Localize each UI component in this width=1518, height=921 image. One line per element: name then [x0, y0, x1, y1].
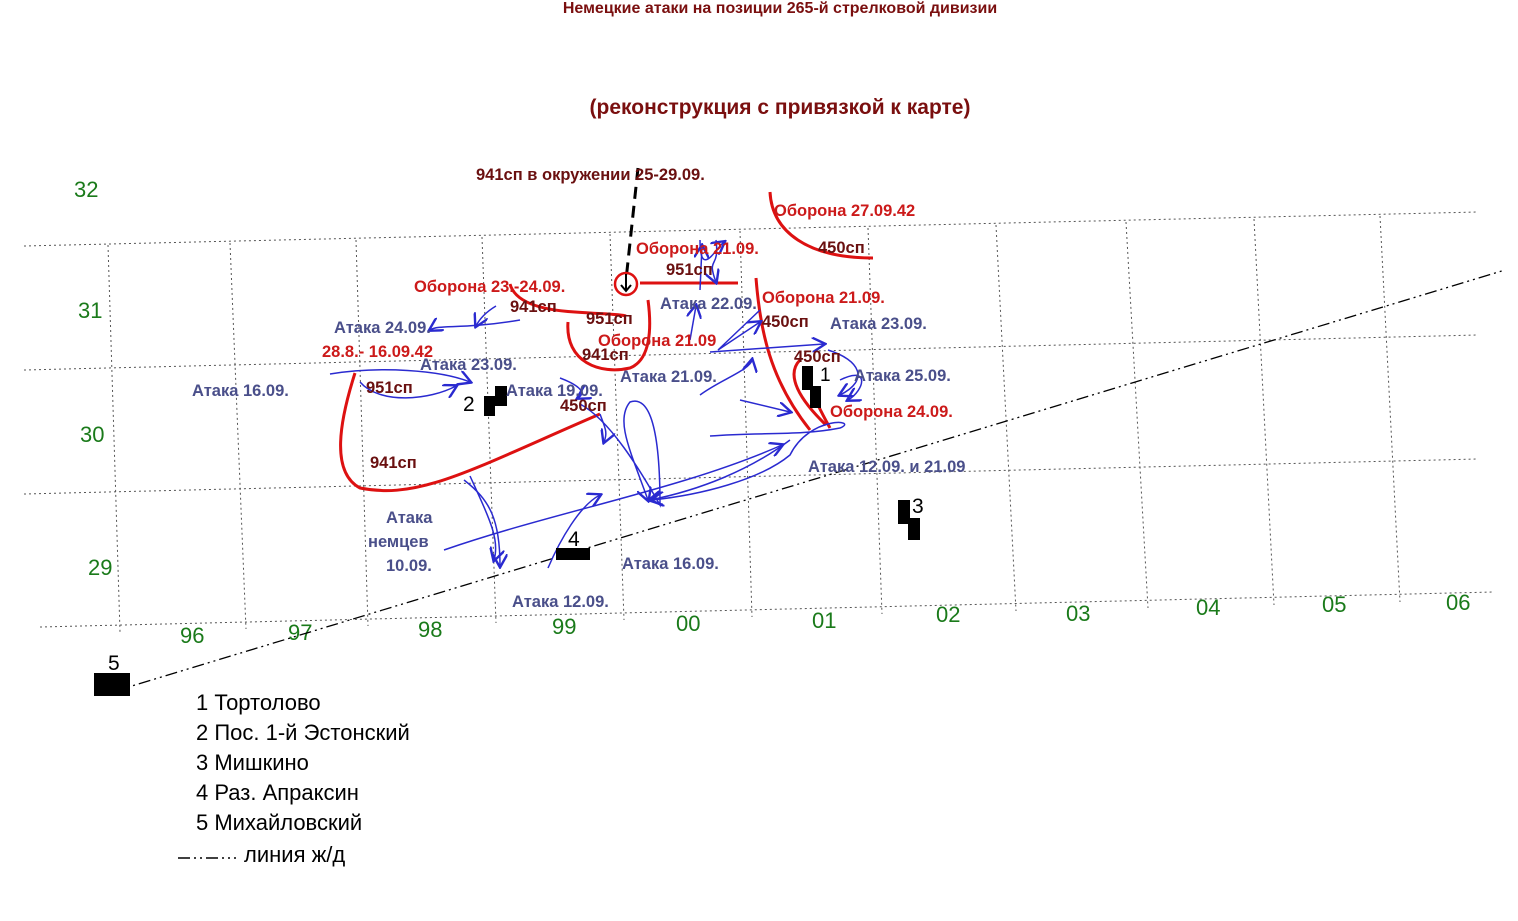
defense-line-21-09-right	[754, 277, 812, 431]
label-unit-951-b: 951сп	[586, 310, 633, 328]
legend-item-5: 5 Михайловский	[196, 810, 363, 835]
label-defense-23-24-09: Оборона 23.-24.09.	[414, 278, 565, 296]
grid-col-02: 02	[936, 602, 960, 627]
label-encircled: 941сп в окружении 25-29.09.	[476, 166, 705, 184]
encirclement-circle	[613, 271, 639, 297]
label-attack-12-09: Атака 12.09.	[512, 593, 609, 611]
grid-col-03: 03	[1066, 601, 1090, 626]
grid-col-04: 04	[1196, 595, 1220, 620]
grid-col-06: 06	[1446, 590, 1470, 615]
settlement-2-number: 2	[463, 393, 475, 416]
label-defense-24-09: Оборона 24.09.	[830, 403, 953, 421]
label-unit-941-c: 941сп	[370, 454, 417, 472]
attack-arrows	[329, 240, 863, 568]
label-unit-941-a: 941сп	[510, 298, 557, 316]
label-unit-450-d: 450сп	[560, 397, 607, 415]
grid-col-98: 98	[418, 617, 442, 642]
legend-item-4: 4 Раз. Апраксин	[196, 780, 359, 805]
label-attack-24-09: Атака 24.09.	[334, 319, 431, 337]
defense-line-941-inner	[566, 299, 652, 372]
defense-line-23-24-09	[508, 283, 627, 318]
label-unit-450-a: 450сп	[818, 239, 865, 257]
railway-line	[111, 269, 1506, 693]
grid-col-96: 96	[180, 623, 204, 648]
grid-row-31: 31	[78, 298, 102, 323]
label-defense-21-09-c: Оборона 21.09	[598, 332, 716, 350]
label-attack-25-09: Атака 25.09.	[854, 367, 951, 385]
settlement-markers	[94, 366, 920, 696]
label-attack-21-09: Атака 21.09.	[620, 368, 717, 386]
grid-col-05: 05	[1322, 592, 1346, 617]
defense-lines	[339, 191, 874, 493]
grid-col-99: 99	[552, 614, 576, 639]
legend-item-3: 3 Мишкино	[196, 750, 309, 775]
label-unit-450-b: 450сп	[762, 313, 809, 331]
label-unit-941-b: 941сп	[582, 346, 629, 364]
label-attack-12-21-09: Атака 12.09. и 21.09	[808, 458, 965, 476]
settlement-5-marker	[94, 673, 130, 696]
legend-item-2: 2 Пос. 1-й Эстонский	[196, 720, 410, 745]
label-attack-germans-2: немцев	[368, 533, 429, 551]
label-period: 28.8.- 16.09.42	[322, 343, 433, 361]
label-attack-22-09: Атака 22.09.	[660, 295, 757, 313]
grid-row-29: 29	[88, 555, 112, 580]
label-defense-21-09-b: Оборона 21.09.	[762, 289, 885, 307]
label-attack-germans-3: 10.09.	[386, 557, 432, 575]
grid-col-00: 00	[676, 611, 700, 636]
label-defense-21-09-a: Оборона 21.09.	[636, 240, 759, 258]
settlement-1-number: 1	[820, 365, 831, 386]
label-attack-19-09: Атака 19.09.	[506, 382, 603, 400]
label-unit-951-a: 951сп	[666, 261, 713, 279]
settlement-4-number: 4	[568, 528, 580, 551]
defense-line-941-outer	[339, 372, 601, 493]
grid-row-30: 30	[80, 422, 104, 447]
map-subtitle: (реконструкция с привязкой к карте)	[589, 96, 971, 119]
label-attack-16-09-b: Атака 16.09.	[622, 555, 719, 573]
defense-line-24-09	[792, 358, 828, 427]
settlement-5-number: 5	[108, 652, 120, 675]
label-attack-germans-1: Атака	[386, 509, 433, 527]
encirclement-arrow	[624, 167, 640, 281]
settlement-2-marker	[484, 396, 495, 416]
map-title: Немецкие атаки на позиции 265-й стрелков…	[562, 0, 998, 17]
label-attack-23-09-b: Атака 23.09.	[420, 356, 517, 374]
settlement-1-marker	[802, 366, 813, 390]
label-defense-27-09: Оборона 27.09.42	[774, 202, 915, 220]
map-grid	[23, 211, 1494, 633]
label-attack-16-09-a: Атака 16.09.	[192, 382, 289, 400]
label-attack-23-09-a: Атака 23.09.	[830, 315, 927, 333]
label-unit-951-c: 951сп	[366, 379, 413, 397]
label-unit-450-c: 450сп	[794, 348, 841, 366]
legend-item-1: 1 Тортолово	[196, 690, 321, 715]
grid-col-01: 01	[812, 608, 836, 633]
grid-row-32: 32	[74, 177, 98, 202]
settlement-4-marker	[556, 548, 590, 560]
defense-line-27-09	[768, 191, 874, 260]
legend-item-railway: линия ж/д	[244, 842, 346, 867]
settlement-3-number: 3	[912, 495, 924, 518]
settlement-3-marker	[898, 500, 910, 524]
